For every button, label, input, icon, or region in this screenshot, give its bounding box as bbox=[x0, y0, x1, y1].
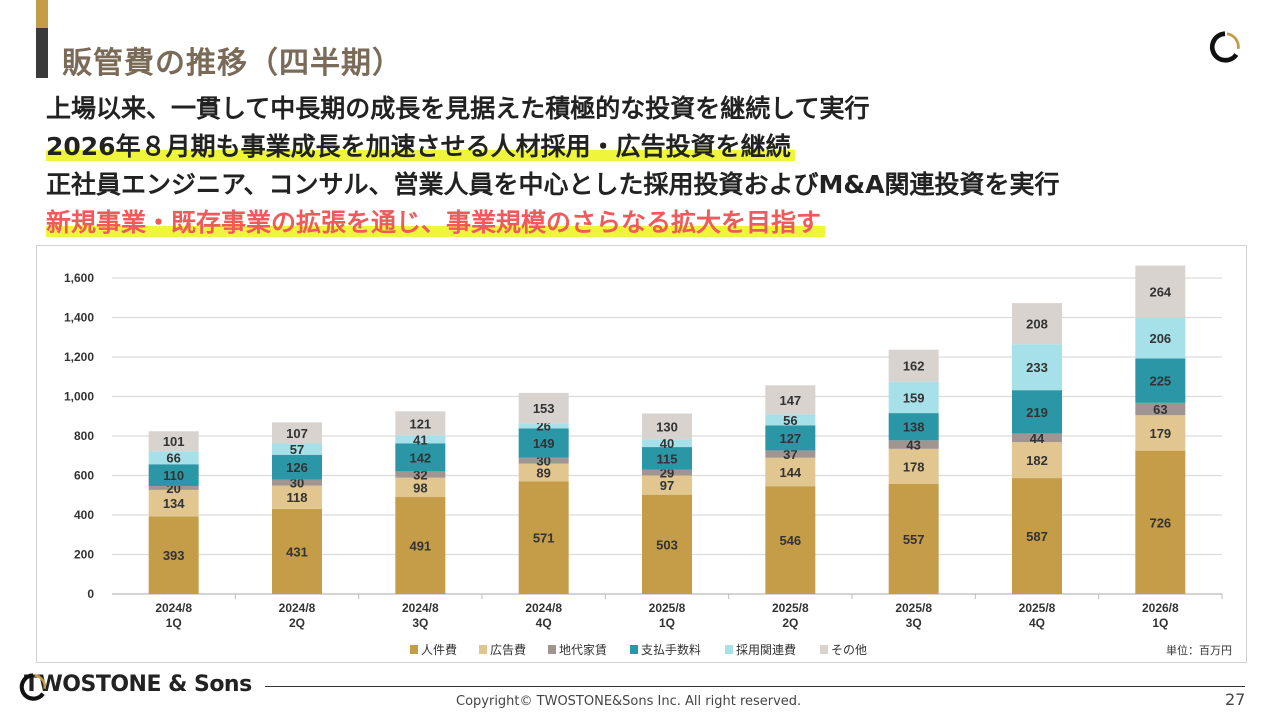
accent-bar bbox=[36, 0, 48, 28]
chart-container bbox=[36, 245, 1247, 663]
page-title: 販管費の推移（四半期） bbox=[62, 46, 403, 81]
footer-brand: TWOSTONE & Sons bbox=[18, 672, 252, 701]
brand-name: TWOSTONE & Sons bbox=[24, 672, 252, 697]
footer-divider bbox=[265, 686, 1245, 687]
summary-line: 新規事業・既存事業の拡張を通じ、事業規模のさらなる拡大を目指す bbox=[46, 204, 1060, 242]
summary-line-text-highlighted: 2026年８月期も事業成長を加速させる人材採用・広告投資を継続 bbox=[46, 132, 795, 161]
brand-logo-icon bbox=[1209, 31, 1240, 63]
summary-line: 上場以来、一貫して中長期の成長を見据えた積極的な投資を継続して実行 bbox=[46, 90, 1060, 128]
summary-line: 正社員エンジニア、コンサル、営業人員を中心とした採用投資およびM&A関連投資を実… bbox=[46, 166, 1060, 204]
page-number: 27 bbox=[1225, 690, 1246, 709]
summary-line-text-emphasis: 新規事業・既存事業の拡張を通じ、事業規模のさらなる拡大を目指す bbox=[46, 208, 826, 237]
brand-logo-icon bbox=[19, 673, 47, 701]
summary-line-text: 上場以来、一貫して中長期の成長を見据えた積極的な投資を継続して実行 bbox=[46, 94, 870, 123]
summary-text: 上場以来、一貫して中長期の成長を見据えた積極的な投資を継続して実行 2026年８… bbox=[46, 90, 1060, 242]
summary-line-text: 正社員エンジニア、コンサル、営業人員を中心とした採用投資およびM&A関連投資を実… bbox=[46, 170, 1060, 199]
copyright: Copyright© TWOSTONE&Sons Inc. All right … bbox=[456, 694, 802, 709]
summary-line: 2026年８月期も事業成長を加速させる人材採用・広告投資を継続 bbox=[46, 128, 1060, 166]
accent-bar-dark bbox=[36, 28, 48, 78]
